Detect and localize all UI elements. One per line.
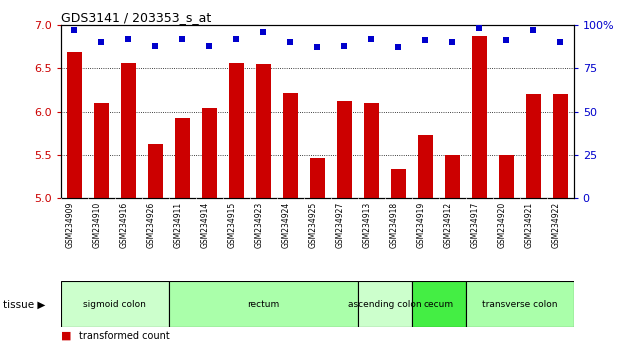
Text: GSM234919: GSM234919: [416, 201, 425, 248]
Bar: [418, 135, 433, 198]
Point: [96, 39, 106, 45]
Text: sigmoid colon: sigmoid colon: [83, 300, 146, 309]
Text: GSM234913: GSM234913: [362, 201, 371, 248]
Bar: [337, 101, 352, 198]
Bar: [358, 281, 412, 327]
Bar: [412, 281, 466, 327]
Point: [366, 36, 376, 41]
Bar: [283, 93, 297, 198]
Text: GSM234923: GSM234923: [254, 201, 263, 248]
Text: GSM234917: GSM234917: [470, 201, 479, 248]
Point: [258, 29, 269, 35]
Text: GSM234911: GSM234911: [173, 201, 182, 247]
Text: cecum: cecum: [424, 300, 454, 309]
Text: GSM234922: GSM234922: [551, 201, 560, 247]
Text: GSM234910: GSM234910: [92, 201, 101, 248]
Text: GSM234912: GSM234912: [443, 201, 453, 247]
Point: [69, 27, 79, 33]
Bar: [472, 36, 487, 198]
Point: [555, 39, 565, 45]
Bar: [61, 281, 169, 327]
Point: [150, 43, 160, 48]
Text: GSM234921: GSM234921: [524, 201, 533, 247]
Point: [474, 25, 485, 31]
Text: rectum: rectum: [247, 300, 279, 309]
Bar: [466, 281, 574, 327]
Bar: [526, 94, 540, 198]
Bar: [256, 64, 271, 198]
Text: GSM234918: GSM234918: [389, 201, 398, 247]
Point: [285, 39, 296, 45]
Text: GSM234926: GSM234926: [146, 201, 155, 248]
Bar: [202, 108, 217, 198]
Text: GSM234925: GSM234925: [308, 201, 317, 248]
Bar: [499, 155, 513, 198]
Text: GSM234909: GSM234909: [65, 201, 74, 248]
Text: GDS3141 / 203353_s_at: GDS3141 / 203353_s_at: [61, 11, 211, 24]
Bar: [121, 63, 136, 198]
Text: transformed count: transformed count: [79, 331, 170, 341]
Point: [447, 39, 458, 45]
Bar: [364, 103, 379, 198]
Text: ■: ■: [61, 331, 71, 341]
Point: [528, 27, 538, 33]
Text: GSM234914: GSM234914: [201, 201, 210, 248]
Bar: [94, 103, 109, 198]
Text: GSM234916: GSM234916: [119, 201, 128, 248]
Point: [312, 45, 322, 50]
Point: [339, 43, 349, 48]
Point: [204, 43, 215, 48]
Bar: [67, 52, 82, 198]
Text: tissue ▶: tissue ▶: [3, 299, 46, 309]
Point: [420, 38, 430, 43]
Text: GSM234927: GSM234927: [335, 201, 344, 248]
Text: GSM234924: GSM234924: [281, 201, 290, 248]
Point: [501, 38, 512, 43]
Bar: [310, 158, 325, 198]
Text: GSM234920: GSM234920: [497, 201, 506, 248]
Bar: [391, 169, 406, 198]
Point: [393, 45, 403, 50]
Text: ascending colon: ascending colon: [348, 300, 422, 309]
Text: transverse colon: transverse colon: [482, 300, 558, 309]
Bar: [229, 63, 244, 198]
Bar: [553, 94, 568, 198]
Bar: [175, 118, 190, 198]
Point: [177, 36, 187, 41]
Bar: [445, 155, 460, 198]
Text: GSM234915: GSM234915: [228, 201, 237, 248]
Bar: [148, 144, 163, 198]
Point: [231, 36, 242, 41]
Point: [123, 36, 133, 41]
Bar: [169, 281, 358, 327]
